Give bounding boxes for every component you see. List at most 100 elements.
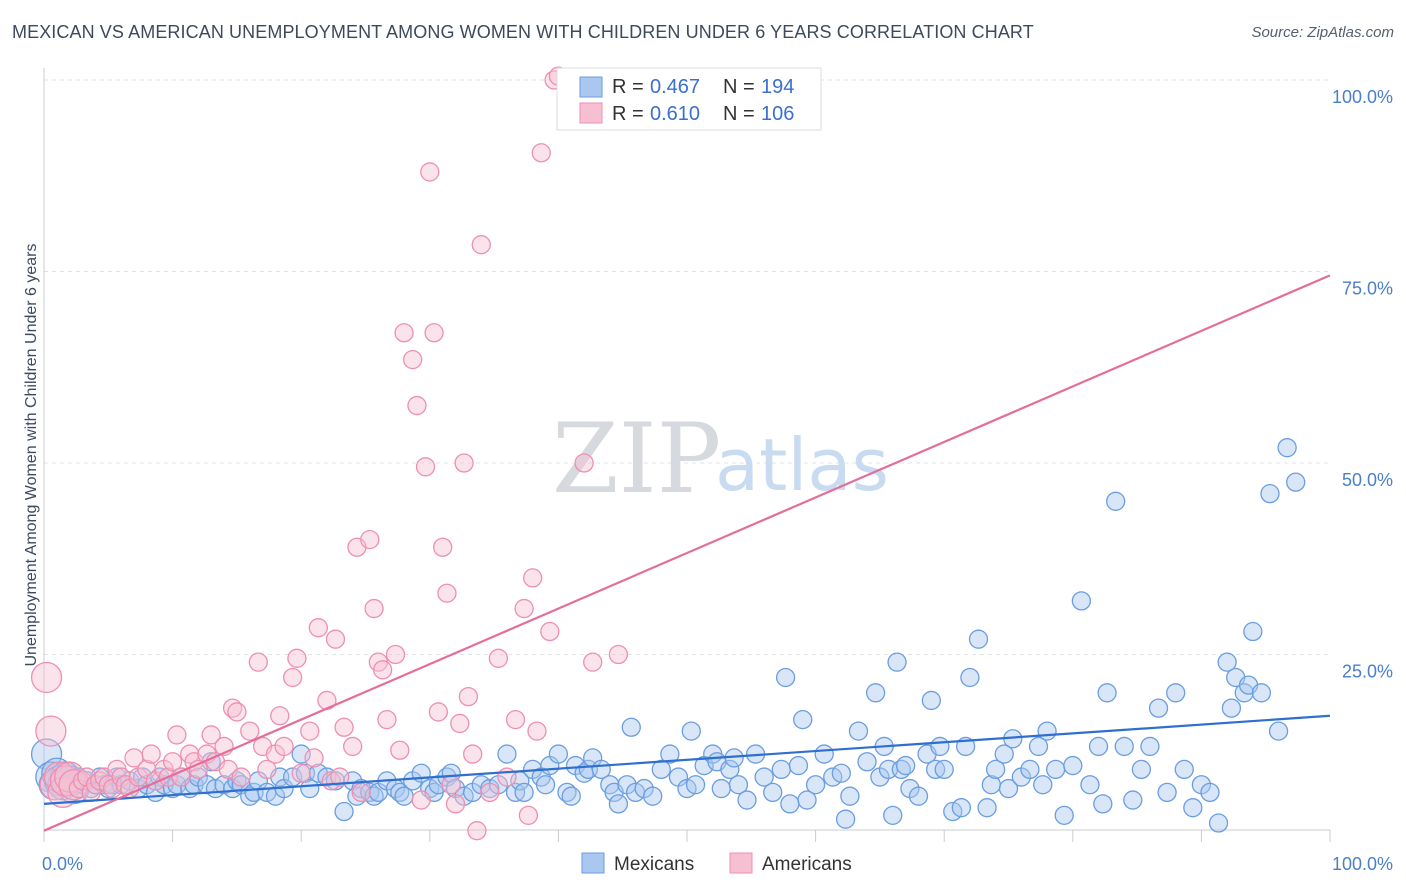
americans-point [488, 648, 509, 668]
mexicans-point [728, 775, 749, 795]
mexicans-point [1208, 813, 1229, 833]
americans-point [372, 660, 393, 680]
americans-point [162, 752, 183, 772]
mexicans-point [1037, 721, 1057, 741]
mexicans-point [1243, 621, 1263, 642]
mexicans-point [1071, 591, 1092, 611]
americans-point [330, 767, 350, 787]
americans-point [514, 598, 534, 619]
mexicans-point [441, 763, 461, 783]
mexicans-point [857, 752, 877, 772]
legend-n-mexicans: 194 [761, 76, 794, 98]
mexicans-point [1260, 483, 1280, 504]
mexicans-point [793, 709, 813, 730]
bottom-legend-mexicans: Mexicans [614, 854, 694, 875]
mexicans-point [883, 805, 903, 826]
americans-point [450, 713, 470, 734]
mexicans-point [788, 755, 809, 776]
mexicans-point [514, 782, 534, 803]
americans-point [467, 821, 487, 841]
mexicans-point [934, 759, 954, 780]
mexicans-point [977, 798, 997, 818]
bottom-legend-swatch-mexicans [581, 852, 605, 874]
americans-point [30, 661, 63, 694]
legend-n-americans: 106 [761, 103, 794, 125]
legend-r-americans: 0.610 [650, 103, 700, 125]
legend-n-label-mexicans: N = [723, 76, 755, 98]
americans-point [420, 162, 440, 182]
mexicans-point [535, 775, 556, 795]
mexicans-point [895, 755, 916, 776]
americans-point [325, 629, 346, 649]
americans-point [505, 709, 526, 730]
americans-point [227, 702, 247, 722]
americans-point [407, 395, 427, 416]
americans-point [342, 736, 363, 757]
americans-trend-line [43, 274, 1331, 832]
watermark-zip: ZIP [552, 403, 721, 515]
americans-point [531, 143, 551, 163]
mexicans-point [780, 794, 800, 814]
mexicans-point [840, 786, 860, 806]
mexicans-point [930, 736, 950, 757]
mexicans-point [805, 775, 826, 795]
americans-point [364, 598, 384, 619]
mexicans-point [1114, 736, 1134, 757]
mexicans-point [771, 759, 791, 780]
trend-lines [43, 274, 1331, 832]
americans-point [351, 782, 371, 803]
americans-point [360, 529, 380, 550]
bottom-legend-americans: Americans [762, 854, 852, 875]
mexicans-point [1157, 782, 1177, 803]
americans-point [287, 648, 307, 668]
mexicans-point [1166, 683, 1186, 703]
mexicans-point [737, 790, 757, 810]
americans-point [471, 235, 491, 255]
americans-point [167, 725, 187, 745]
mexicans-point [1097, 683, 1117, 703]
americans-point [424, 323, 444, 343]
mexicans-point [660, 744, 680, 764]
watermark-atlas: atlas [715, 423, 889, 507]
americans-point [523, 568, 543, 588]
americans-point [445, 794, 466, 814]
americans-point [437, 583, 457, 603]
americans-point [282, 667, 303, 688]
mexicans-point [775, 667, 796, 688]
y-tick-label-0: 25.0% [1342, 662, 1393, 682]
mexicans-point [711, 778, 731, 799]
legend: R = 0.467 N = 194 R = 0.610 N = 106 [556, 67, 822, 131]
americans-point [334, 717, 354, 737]
legend-swatch-mexicans [579, 76, 603, 98]
mexicans-point [908, 786, 929, 806]
mexicans-point [643, 786, 663, 806]
y-tick-label-2: 75.0% [1342, 279, 1393, 299]
mexicans-point [1131, 759, 1152, 780]
americans-point [141, 744, 161, 764]
mexicans-point [763, 782, 783, 803]
mexicans-trend-line [43, 714, 1331, 805]
americans-point [304, 748, 324, 768]
mexicans-point [968, 629, 989, 649]
mexicans-point [831, 763, 851, 783]
mexicans-point [1251, 683, 1272, 703]
mexicans-point [951, 798, 971, 818]
mexicans-point [994, 744, 1014, 764]
americans-point [454, 453, 474, 473]
mexicans-point [1054, 805, 1074, 826]
americans-point [394, 323, 414, 343]
mexicans-point [1140, 736, 1160, 757]
mexicans-point [1063, 755, 1083, 776]
americans-point [300, 721, 320, 741]
americans-point [403, 349, 423, 370]
mexicans-point [1033, 775, 1053, 795]
mexicans-point [797, 790, 817, 810]
mexicans-point [1093, 794, 1113, 814]
legend-r-mexicans: 0.467 [650, 76, 700, 98]
americans-point [411, 790, 431, 810]
mexicans-point [1088, 736, 1109, 757]
mexicans-point [651, 759, 671, 780]
mexicans-point [1277, 438, 1297, 458]
americans-point [270, 706, 290, 726]
